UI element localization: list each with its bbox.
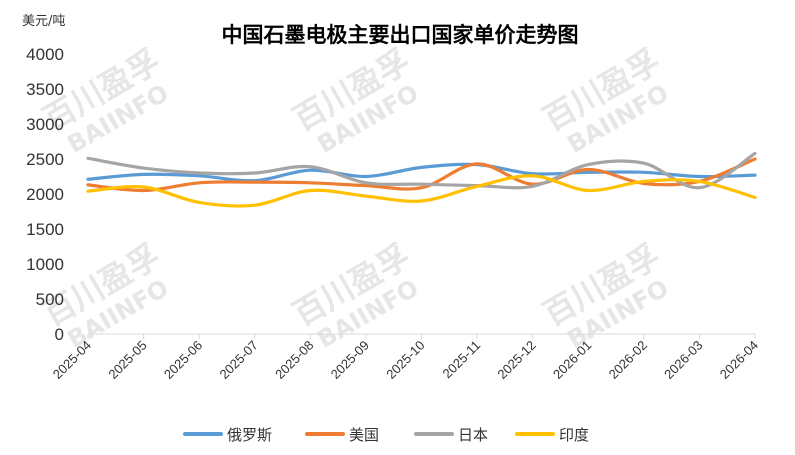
legend-label: 俄罗斯: [227, 426, 272, 444]
series-line-3: [86, 174, 757, 208]
legend-label: 印度: [559, 426, 589, 444]
x-tick-label: 2025-07: [217, 338, 261, 382]
y-tick-label: 0: [55, 325, 64, 344]
x-axis-ticks: 2025-04 2025-05 2025-06 2025-07 2025-08 2025-…: [50, 334, 761, 382]
x-tick-label: 2025-12: [494, 338, 538, 382]
y-tick-label: 1000: [26, 255, 64, 274]
x-tick-label: 2026-04: [717, 338, 761, 382]
x-tick-label: 2026-02: [606, 338, 650, 382]
legend: 俄罗斯 美国 日本 印度: [183, 426, 589, 444]
y-tick-label: 3500: [26, 80, 64, 99]
x-tick-label: 2025-11: [440, 338, 484, 382]
y-tick-label: 3000: [26, 115, 64, 134]
y-tick-label: 1500: [26, 220, 64, 239]
legend-label: 日本: [458, 426, 488, 444]
y-tick-label: 500: [36, 290, 64, 309]
y-tick-label: 4000: [26, 45, 64, 64]
series-lines: [86, 151, 757, 208]
chart-title: 中国石墨电极主要出口国家单价走势图: [222, 22, 579, 47]
x-tick-label: 2025-08: [272, 338, 316, 382]
series-line-1: [86, 157, 757, 193]
legend-label: 美国: [349, 426, 379, 444]
x-tick-label: 2025-05: [105, 338, 149, 382]
x-tick-label: 2025-06: [161, 338, 205, 382]
y-axis-unit: 美元/吨: [22, 14, 65, 29]
y-axis-ticks: 0 500 1000 1500 2000 2500 3000 3500 4000: [26, 45, 64, 344]
series-line-0: [86, 162, 757, 183]
x-tick-label: 2025-10: [383, 338, 427, 382]
series-line-2: [86, 151, 757, 190]
y-tick-label: 2000: [26, 185, 64, 204]
x-tick-label: 2026-03: [661, 338, 705, 382]
y-tick-label: 2500: [26, 150, 64, 169]
